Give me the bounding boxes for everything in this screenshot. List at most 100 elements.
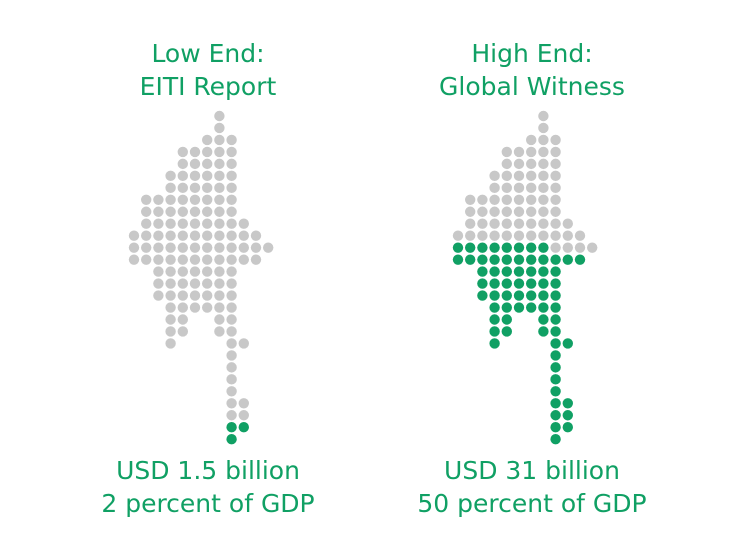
- empty-dot: [177, 158, 188, 170]
- empty-dot: [226, 134, 237, 146]
- filled-dot: [501, 302, 512, 313]
- empty-dot: [214, 230, 225, 241]
- empty-dot: [153, 194, 164, 205]
- empty-dot: [202, 230, 213, 241]
- empty-dot: [477, 218, 488, 229]
- empty-dot: [177, 146, 188, 158]
- empty-dot: [526, 158, 537, 170]
- empty-dot: [538, 134, 549, 146]
- filled-dot: [513, 278, 525, 289]
- empty-dot: [226, 386, 237, 397]
- empty-dot: [128, 230, 140, 241]
- empty-dot: [550, 206, 561, 217]
- filled-dot: [562, 410, 573, 421]
- empty-dot: [153, 290, 164, 301]
- filled-dot: [226, 422, 237, 433]
- empty-dot: [513, 230, 525, 241]
- empty-dot: [238, 398, 249, 409]
- filled-dot: [550, 386, 561, 397]
- filled-dot: [550, 314, 561, 325]
- empty-dot: [226, 314, 237, 325]
- empty-dot: [526, 194, 537, 205]
- empty-dot: [177, 326, 188, 337]
- filled-dot: [489, 326, 500, 337]
- filled-dot: [550, 398, 561, 409]
- empty-dot: [513, 194, 525, 205]
- filled-dot: [550, 362, 561, 373]
- filled-dot: [489, 266, 500, 277]
- empty-dot: [526, 182, 537, 194]
- empty-dot: [526, 134, 537, 146]
- filled-dot: [489, 290, 500, 301]
- empty-dot: [202, 134, 213, 146]
- empty-dot: [177, 230, 188, 241]
- filled-dot: [538, 326, 549, 337]
- empty-dot: [226, 398, 237, 409]
- empty-dot: [214, 206, 225, 217]
- filled-dot: [550, 290, 561, 301]
- filled-dot: [562, 422, 573, 433]
- empty-dot: [165, 290, 176, 301]
- empty-dot: [501, 170, 512, 182]
- empty-dot: [177, 290, 188, 301]
- filled-dot: [538, 278, 549, 289]
- empty-dot: [141, 242, 152, 253]
- empty-dot: [538, 230, 549, 241]
- empty-dot: [202, 278, 213, 289]
- empty-dot: [214, 242, 225, 253]
- empty-dot: [189, 170, 201, 182]
- empty-dot: [165, 278, 176, 289]
- filled-dot: [538, 314, 549, 325]
- empty-dot: [238, 410, 249, 421]
- filled-dot: [562, 338, 573, 349]
- empty-dot: [153, 242, 164, 253]
- empty-dot: [226, 326, 237, 337]
- filled-dot: [550, 350, 561, 361]
- empty-dot: [189, 206, 201, 217]
- filled-dot: [538, 302, 549, 313]
- empty-dot: [501, 158, 512, 170]
- empty-dot: [550, 194, 561, 205]
- filled-dot: [513, 254, 525, 265]
- filled-dot: [574, 254, 586, 265]
- empty-dot: [165, 230, 176, 241]
- empty-dot: [452, 230, 464, 241]
- empty-dot: [226, 230, 237, 241]
- empty-dot: [189, 230, 201, 241]
- empty-dot: [202, 218, 213, 229]
- empty-dot: [177, 182, 188, 194]
- filled-dot: [489, 242, 500, 253]
- filled-dot: [477, 242, 488, 253]
- empty-dot: [538, 170, 549, 182]
- filled-dot: [501, 266, 512, 277]
- empty-dot: [526, 206, 537, 217]
- filled-dot: [526, 302, 537, 313]
- empty-dot: [526, 146, 537, 158]
- empty-dot: [214, 290, 225, 301]
- empty-dot: [574, 242, 586, 253]
- filled-dot: [452, 254, 464, 265]
- empty-dot: [177, 170, 188, 182]
- filled-dot: [550, 433, 561, 445]
- empty-dot: [550, 158, 561, 170]
- empty-dot: [165, 170, 176, 182]
- filled-dot: [538, 266, 549, 277]
- filled-dot: [513, 242, 525, 253]
- panel-title: Low End:: [151, 39, 264, 68]
- empty-dot: [165, 326, 176, 337]
- empty-dot: [202, 206, 213, 217]
- share: 2 percent of GDP: [101, 489, 314, 518]
- filled-dot: [501, 242, 512, 253]
- filled-dot: [477, 290, 488, 301]
- panel-title: Global Witness: [439, 72, 625, 101]
- empty-dot: [501, 206, 512, 217]
- filled-dot: [526, 254, 537, 265]
- empty-dot: [250, 254, 262, 265]
- empty-dot: [214, 122, 225, 134]
- empty-dot: [538, 122, 549, 134]
- empty-dot: [214, 170, 225, 182]
- filled-dot: [489, 254, 500, 265]
- empty-dot: [513, 218, 525, 229]
- empty-dot: [202, 266, 213, 277]
- empty-dot: [214, 182, 225, 194]
